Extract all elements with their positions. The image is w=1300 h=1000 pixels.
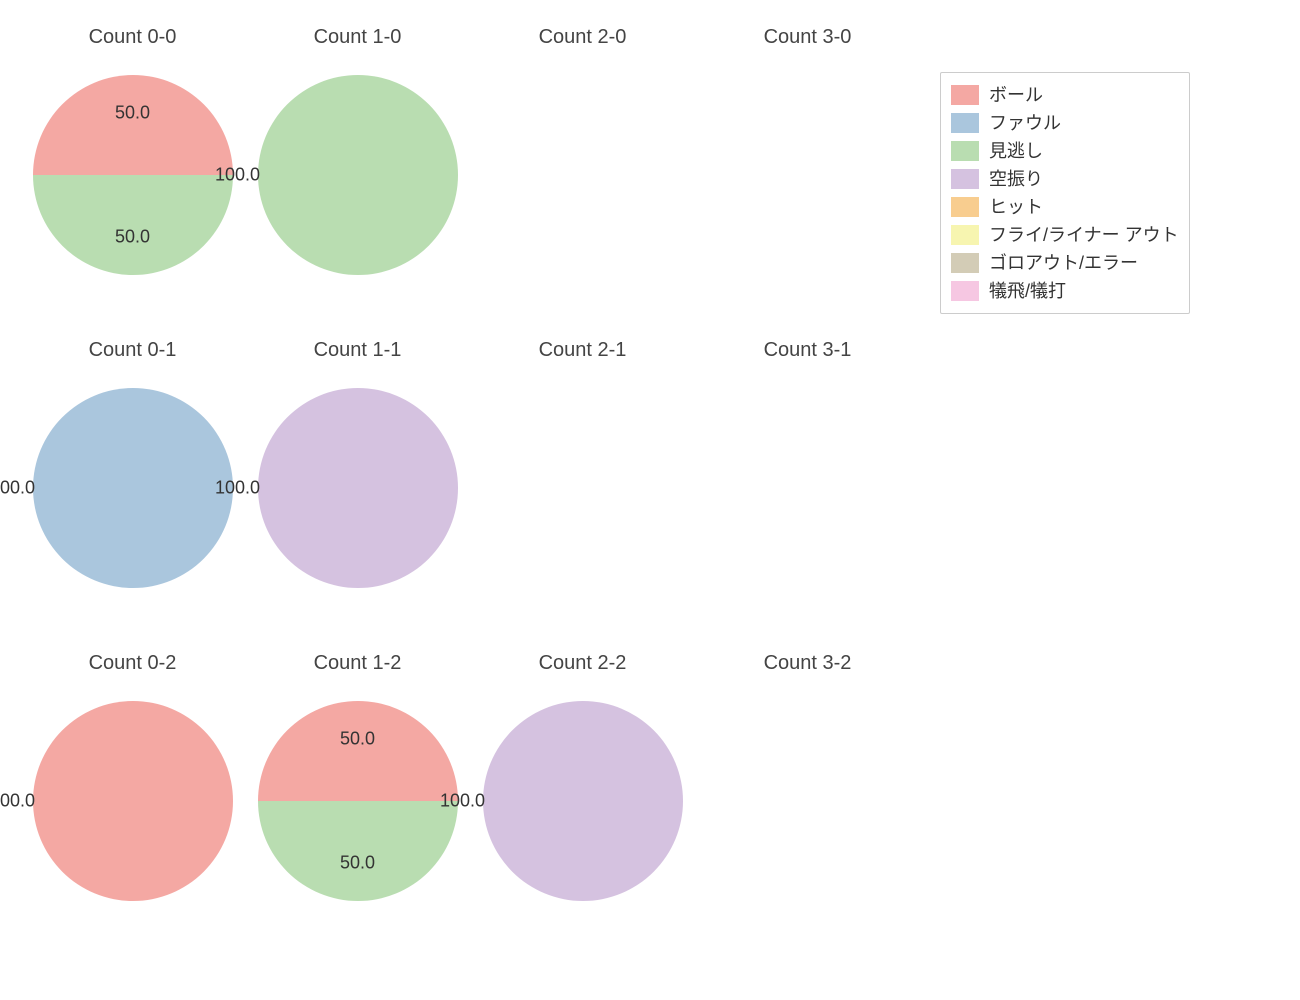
cell-title: Count 3-1	[695, 339, 920, 362]
cell-title: Count 0-2	[20, 652, 245, 675]
legend-swatch	[951, 197, 979, 217]
pie-grid: Count 0-0 50.0 50.0 Count 1-0 100.0 Count 2-0…	[20, 20, 920, 960]
pie-cell: Count 3-0	[695, 20, 920, 333]
cell-title: Count 1-0	[245, 26, 470, 49]
legend-item: ヒット	[951, 193, 1179, 221]
legend: ボールファウル見逃し空振りヒットフライ/ライナー アウトゴロアウト/エラー犠飛/…	[940, 72, 1190, 314]
legend-item: ボール	[951, 81, 1179, 109]
pie-cell: Count 0-2 100.0	[20, 646, 245, 959]
legend-item: 見逃し	[951, 137, 1179, 165]
pie-cell: Count 1-1 100.0	[245, 333, 470, 646]
cell-title: Count 1-1	[245, 339, 470, 362]
pie-cell: Count 3-2	[695, 646, 920, 959]
cell-title: Count 0-0	[20, 26, 245, 49]
pie-cell: Count 2-2 100.0	[470, 646, 695, 959]
pie	[258, 388, 458, 588]
pie-cell: Count 0-0 50.0 50.0	[20, 20, 245, 333]
pie-cell: Count 3-1	[695, 333, 920, 646]
pie	[258, 75, 458, 275]
pie-cell: Count 2-1	[470, 333, 695, 646]
page-root: Count 0-0 50.0 50.0 Count 1-0 100.0 Count 2-0…	[0, 0, 1300, 1000]
slice-label: 50.0	[115, 103, 150, 124]
legend-label: ゴロアウト/エラー	[989, 249, 1138, 277]
legend-swatch	[951, 85, 979, 105]
pie-wrap: 50.0 50.0	[258, 701, 458, 901]
cell-title: Count 0-1	[20, 339, 245, 362]
legend-label: フライ/ライナー アウト	[989, 221, 1179, 249]
legend-label: 空振り	[989, 165, 1043, 193]
pie-wrap: 50.0 50.0	[33, 75, 233, 275]
cell-title: Count 3-0	[695, 26, 920, 49]
legend-label: ボール	[989, 81, 1043, 109]
slice-label: 100.0	[215, 478, 260, 499]
legend-swatch	[951, 253, 979, 273]
legend-label: 見逃し	[989, 137, 1043, 165]
cell-title: Count 3-2	[695, 652, 920, 675]
legend-item: 犠飛/犠打	[951, 277, 1179, 305]
cell-title: Count 1-2	[245, 652, 470, 675]
legend-swatch	[951, 281, 979, 301]
slice-label: 50.0	[115, 227, 150, 248]
pie-cell: Count 1-0 100.0	[245, 20, 470, 333]
legend-label: 犠飛/犠打	[989, 277, 1066, 305]
slice-label: 50.0	[340, 853, 375, 874]
legend-item: フライ/ライナー アウト	[951, 221, 1179, 249]
legend-item: ファウル	[951, 109, 1179, 137]
pie	[483, 701, 683, 901]
cell-title: Count 2-2	[470, 652, 695, 675]
legend-swatch	[951, 141, 979, 161]
cell-title: Count 2-1	[470, 339, 695, 362]
pie-cell: Count 2-0	[470, 20, 695, 333]
slice-label: 100.0	[0, 791, 35, 812]
pie-cell: Count 0-1 100.0	[20, 333, 245, 646]
pie-wrap: 100.0	[258, 388, 458, 588]
slice-label: 100.0	[0, 478, 35, 499]
cell-title: Count 2-0	[470, 26, 695, 49]
legend-label: ファウル	[989, 109, 1061, 137]
legend-item: 空振り	[951, 165, 1179, 193]
legend-swatch	[951, 113, 979, 133]
pie-wrap: 100.0	[483, 701, 683, 901]
slice-label: 100.0	[215, 165, 260, 186]
pie	[33, 388, 233, 588]
slice-label: 50.0	[340, 729, 375, 750]
legend-item: ゴロアウト/エラー	[951, 249, 1179, 277]
pie-cell: Count 1-2 50.0 50.0	[245, 646, 470, 959]
pie-wrap: 100.0	[33, 701, 233, 901]
legend-swatch	[951, 225, 979, 245]
pie-wrap: 100.0	[33, 388, 233, 588]
legend-swatch	[951, 169, 979, 189]
legend-label: ヒット	[989, 193, 1043, 221]
pie	[33, 701, 233, 901]
pie-wrap: 100.0	[258, 75, 458, 275]
slice-label: 100.0	[440, 791, 485, 812]
